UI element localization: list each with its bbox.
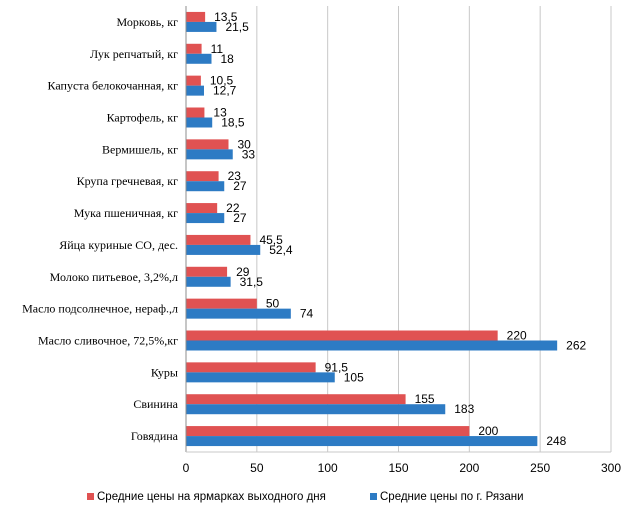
bar-city-price (186, 181, 225, 192)
category-labels: Морковь, кг Лук репчатый, кг Капуста белок… (22, 15, 179, 443)
tick-label: 150 (388, 461, 408, 475)
category-label: Молоко питьевое, 3,2%,л (50, 270, 178, 284)
category-label: Капуста белокочанная, кг (48, 79, 179, 93)
bar-fair-price (186, 11, 206, 22)
data-label-city-price: 52,4 (269, 243, 293, 257)
data-label-fair-price: 23 (228, 169, 242, 183)
category-label: Куры (151, 365, 178, 379)
bar-fair-price (186, 107, 205, 118)
bar-fair-price (186, 426, 470, 437)
gridlines (256, 6, 612, 452)
bars (186, 11, 558, 447)
data-label-fair-price: 30 (238, 137, 252, 151)
bar-city-price (186, 117, 213, 128)
axes (185, 6, 611, 453)
bar-city-price (186, 85, 204, 96)
category-label: Крупа гречневая, кг (77, 174, 179, 188)
category-label: Мука пшеничная, кг (74, 206, 178, 220)
category-label: Масло сливочное, 72,5%,кг (38, 334, 178, 348)
data-labels: 13,521,5111810,512,71318,530332327222745… (210, 10, 587, 448)
data-label-fair-price: 45,5 (259, 233, 283, 247)
bar-city-price (186, 404, 446, 415)
data-label-city-price: 74 (300, 307, 314, 321)
category-label: Вермишель, кг (102, 142, 178, 156)
bar-fair-price (186, 43, 202, 54)
category-label: Морковь, кг (117, 15, 179, 29)
data-label-city-price: 21,5 (225, 20, 249, 34)
bar-city-price (186, 21, 217, 32)
bar-city-price (186, 340, 558, 351)
category-label: Картофель, кг (107, 111, 178, 125)
tick-label: 100 (318, 461, 338, 475)
data-label-city-price: 248 (546, 434, 566, 448)
data-label-city-price: 183 (454, 402, 474, 416)
bar-fair-price (186, 362, 316, 373)
data-label-city-price: 18,5 (221, 116, 245, 130)
category-label: Говядина (131, 429, 179, 443)
category-label: Яйца куриные СО, дес. (59, 238, 178, 252)
data-label-city-price: 262 (566, 339, 586, 353)
category-label: Лук репчатый, кг (90, 47, 178, 61)
data-label-fair-price: 91,5 (325, 360, 349, 374)
bar-fair-price (186, 139, 229, 150)
legend: Средние цены на ярмарках выходного дня Ср… (87, 491, 524, 503)
bar-city-price (186, 244, 261, 255)
data-label-fair-price: 29 (236, 265, 250, 279)
legend-swatch (87, 493, 94, 500)
bar-fair-price (186, 394, 406, 405)
bar-fair-price (186, 171, 219, 182)
data-label-fair-price: 13 (213, 106, 227, 120)
bar-city-price (186, 53, 212, 64)
legend-label: Средние цены по г. Рязани (380, 491, 524, 503)
data-label-city-price: 18 (221, 52, 235, 66)
data-label-city-price: 31,5 (240, 275, 264, 289)
bar-city-price (186, 276, 231, 287)
tick-label: 250 (530, 461, 550, 475)
tick-labels: 0 50 100 150 200 250 300 (183, 461, 622, 475)
legend-swatch (370, 493, 377, 500)
bar-city-price (186, 436, 538, 447)
data-label-fair-price: 155 (415, 392, 435, 406)
bar-city-price (186, 308, 291, 319)
bar-city-price (186, 213, 225, 224)
data-label-fair-price: 11 (211, 42, 224, 56)
bar-city-price (186, 372, 335, 383)
data-label-city-price: 33 (242, 147, 256, 161)
tick-label: 0 (183, 461, 190, 475)
category-label: Масло подсолнечное, нераф.,л (22, 302, 178, 316)
tick-label: 50 (250, 461, 264, 475)
data-label-fair-price: 220 (507, 329, 527, 343)
tick-label: 300 (601, 461, 621, 475)
data-label-city-price: 12,7 (213, 84, 237, 98)
bar-fair-price (186, 298, 257, 309)
data-label-fair-price: 50 (266, 297, 280, 311)
data-label-fair-price: 22 (226, 201, 240, 215)
bar-fair-price (186, 234, 251, 245)
bar-fair-price (186, 330, 498, 341)
bar-city-price (186, 149, 233, 160)
data-label-city-price: 105 (344, 370, 364, 384)
bar-fair-price (186, 203, 218, 214)
legend-label: Средние цены на ярмарках выходного дня (97, 491, 326, 503)
bar-fair-price (186, 266, 228, 277)
tick-label: 200 (459, 461, 479, 475)
data-label-fair-price: 200 (478, 424, 498, 438)
data-label-fair-price: 13,5 (214, 10, 238, 24)
data-label-city-price: 27 (233, 211, 247, 225)
data-label-city-price: 27 (233, 179, 247, 193)
category-label: Свинина (133, 397, 178, 411)
bar-fair-price (186, 75, 201, 86)
data-label-fair-price: 10,5 (210, 74, 234, 88)
